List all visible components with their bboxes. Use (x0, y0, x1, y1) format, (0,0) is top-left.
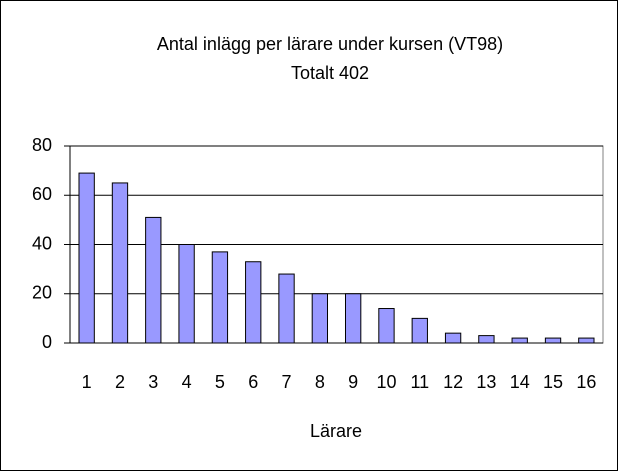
bar (411, 317, 428, 344)
bar (544, 337, 562, 344)
x-tick-label: 16 (576, 372, 596, 392)
x-tick-label: 1 (82, 372, 92, 392)
x-tick-label: 6 (248, 372, 258, 392)
bar (278, 273, 295, 344)
x-tick-label: 13 (476, 372, 496, 392)
x-tick-label: 4 (182, 372, 192, 392)
y-tick-label: 20 (32, 283, 52, 303)
x-tick-label: 11 (410, 372, 429, 392)
x-tick-label: 8 (315, 372, 325, 392)
bar (145, 216, 162, 344)
bar (578, 337, 595, 344)
x-tick-label: 9 (348, 372, 358, 392)
x-tick-label: 3 (148, 372, 158, 392)
y-tick-label: 40 (32, 233, 52, 253)
x-tick-label: 12 (443, 372, 463, 392)
bar (344, 293, 362, 344)
bar (444, 332, 462, 344)
bar (211, 251, 229, 344)
bar (311, 293, 329, 344)
x-tick-label: 10 (376, 372, 396, 392)
x-tick-label: 15 (543, 372, 563, 392)
bar (78, 172, 95, 344)
y-tick-label: 0 (42, 332, 52, 352)
y-tick-label: 80 (32, 135, 52, 155)
x-tick-label: 14 (510, 372, 530, 392)
bar (111, 182, 129, 344)
y-tick-label: 60 (32, 184, 52, 204)
chart-subtitle: Totalt 402 (291, 63, 369, 83)
bar (178, 244, 195, 344)
x-tick-label: 7 (282, 372, 292, 392)
x-tick-label: 5 (215, 372, 225, 392)
x-axis-label: Lärare (310, 421, 362, 441)
bar (245, 261, 262, 344)
bar (511, 337, 528, 344)
x-tick-label: 2 (115, 372, 125, 392)
bar (378, 308, 395, 344)
bar (478, 335, 495, 344)
chart-title: Antal inlägg per lärare under kursen (VT… (157, 34, 503, 54)
